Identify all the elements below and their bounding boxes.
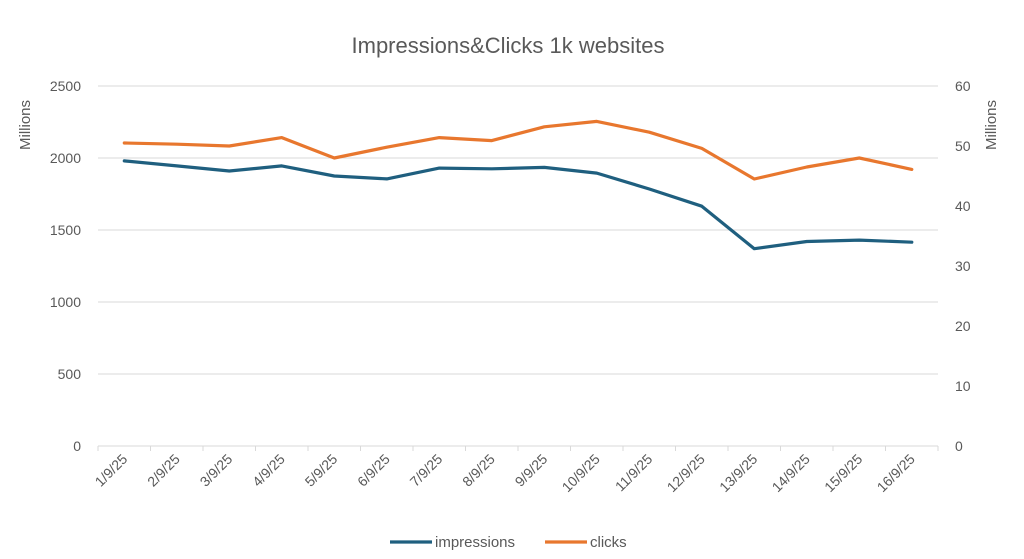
left-tick-label: 1500 <box>50 222 81 238</box>
left-tick-label: 500 <box>58 366 82 382</box>
x-tick-label: 12/9/25 <box>664 451 708 495</box>
left-tick-label: 0 <box>73 438 81 454</box>
left-axis-ticks: 0 500 1000 1500 2000 2500 <box>50 78 81 454</box>
right-axis-title: Millions <box>983 100 1000 150</box>
right-tick-label: 0 <box>955 438 963 454</box>
legend: impressions clicks <box>390 534 627 551</box>
right-tick-label: 20 <box>955 318 971 334</box>
x-tick-label: 2/9/25 <box>144 451 183 490</box>
x-tick-label: 16/9/25 <box>874 451 918 495</box>
x-tick-label: 4/9/25 <box>249 451 288 490</box>
series-group <box>122 119 914 251</box>
x-tick-label: 15/9/25 <box>821 451 865 495</box>
x-tick-label: 14/9/25 <box>769 451 813 495</box>
series-line-impressions <box>122 159 914 251</box>
legend-label-clicks: clicks <box>590 534 627 551</box>
right-tick-label: 10 <box>955 378 971 394</box>
x-tick-label: 13/9/25 <box>716 451 760 495</box>
right-tick-label: 60 <box>955 78 971 94</box>
left-tick-label: 2500 <box>50 78 81 94</box>
left-tick-label: 2000 <box>50 150 81 166</box>
x-tick-label: 7/9/25 <box>407 451 446 490</box>
x-tick-label: 11/9/25 <box>612 451 656 495</box>
right-tick-label: 40 <box>955 198 971 214</box>
right-tick-label: 30 <box>955 258 971 274</box>
legend-label-impressions: impressions <box>435 534 515 551</box>
series-line-clicks <box>122 119 914 181</box>
chart-title: Impressions&Clicks 1k websites <box>352 33 665 58</box>
left-tick-label: 1000 <box>50 294 81 310</box>
right-axis-ticks: 0 10 20 30 40 50 60 <box>955 78 971 454</box>
x-tick-label: 5/9/25 <box>302 451 341 490</box>
x-tick-label: 3/9/25 <box>197 451 236 490</box>
gridlines <box>98 85 938 447</box>
x-tick-label: 6/9/25 <box>354 451 393 490</box>
x-tick-label: 8/9/25 <box>459 451 498 490</box>
x-axis-ticks: 1/9/25 2/9/25 3/9/25 4/9/25 5/9/25 6/9/25 7/9/… <box>92 446 939 495</box>
left-axis-title: Millions <box>17 100 34 150</box>
right-tick-label: 50 <box>955 138 971 154</box>
x-tick-label: 1/9/25 <box>92 451 131 490</box>
x-tick-label: 9/9/25 <box>512 451 551 490</box>
x-tick-label: 10/9/25 <box>559 451 603 495</box>
